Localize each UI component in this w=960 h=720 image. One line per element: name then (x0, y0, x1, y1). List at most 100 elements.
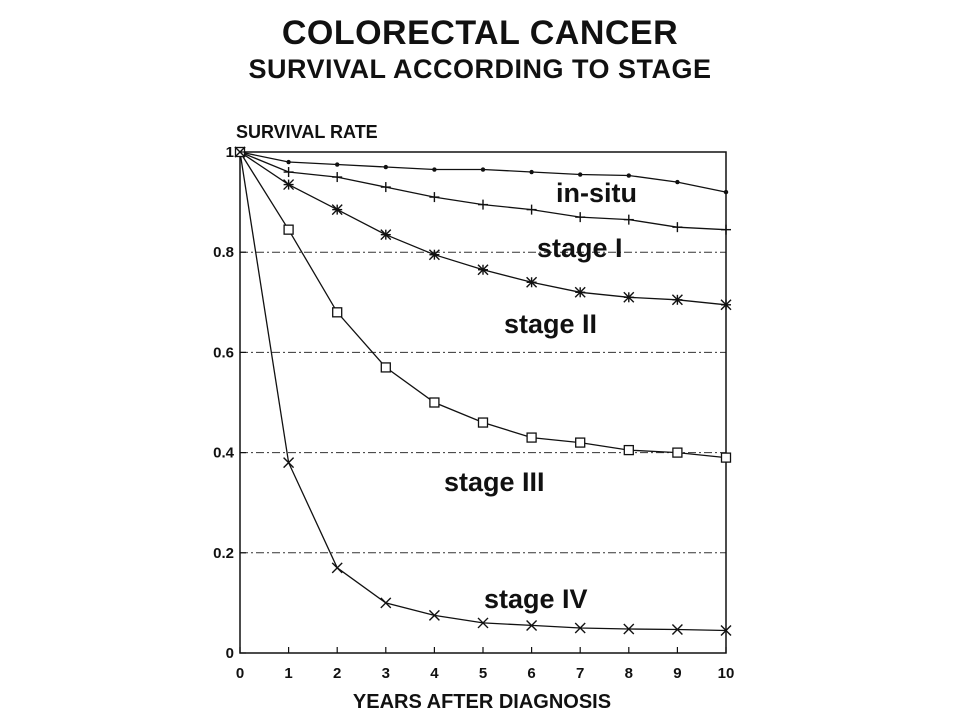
series-label: stage IV (484, 584, 588, 614)
x-tick-label: 1 (284, 665, 292, 682)
data-point (478, 199, 488, 210)
marker-stroke (671, 294, 683, 306)
data-point (623, 291, 635, 303)
y-tick-label: 0.2 (213, 545, 234, 562)
marker-stroke (331, 562, 343, 574)
data-point (529, 169, 534, 175)
data-point (380, 597, 392, 609)
marker-stroke (380, 597, 392, 609)
chart-title: COLORECTAL CANCER (281, 14, 679, 52)
data-point (526, 619, 538, 631)
y-tick-label: 0.6 (213, 344, 234, 361)
series-label: stage II (504, 309, 597, 339)
data-point (380, 229, 392, 241)
data-point (574, 622, 586, 634)
data-point (723, 189, 729, 195)
data-point (672, 222, 683, 233)
data-point (626, 173, 631, 178)
data-point (283, 457, 295, 469)
data-point (623, 623, 635, 635)
data-point (671, 623, 683, 635)
data-point (623, 214, 634, 225)
data-point (720, 624, 732, 636)
marker-stroke (283, 179, 295, 191)
data-point (428, 609, 440, 621)
data-point (429, 192, 440, 203)
data-point (574, 286, 586, 298)
data-point (720, 299, 732, 311)
data-point (526, 204, 537, 215)
x-tick-label: 4 (430, 665, 439, 682)
data-point (286, 159, 291, 165)
data-point (526, 276, 538, 288)
marker-stroke (574, 286, 586, 298)
data-point (671, 294, 683, 306)
marker-stroke (526, 276, 538, 288)
data-point (526, 432, 537, 443)
data-point (429, 397, 440, 408)
data-point (283, 224, 294, 235)
series-label: in-situ (556, 178, 637, 208)
series-label: stage III (444, 467, 545, 497)
marker-stroke (671, 623, 683, 635)
data-point (675, 179, 680, 185)
x-tick-label: 6 (527, 665, 535, 682)
marker-stroke (623, 623, 635, 635)
marker-stroke (380, 229, 392, 241)
data-point (380, 182, 391, 193)
data-point (428, 249, 440, 261)
y-tick-label: 0 (226, 645, 234, 662)
series-line (239, 151, 727, 459)
marker-stroke (283, 457, 295, 469)
marker-stroke (477, 264, 489, 276)
x-tick-label: 5 (479, 665, 487, 682)
marker-stroke (428, 249, 440, 261)
marker-stroke (331, 204, 343, 216)
data-point (480, 167, 486, 172)
series-line (239, 151, 727, 193)
data-point (432, 167, 437, 172)
data-point (331, 204, 343, 216)
data-point (383, 164, 388, 170)
y-tick-label: 0.4 (213, 445, 235, 462)
y-axis-label: SURVIVAL RATE (236, 122, 378, 142)
x-axis-label: YEARS AFTER DIAGNOSIS (353, 691, 611, 713)
chart-subtitle: SURVIVAL ACCORDING TO STAGE (248, 54, 712, 84)
marker-stroke (526, 619, 538, 631)
data-point (477, 617, 489, 629)
marker-stroke (477, 617, 489, 629)
x-tick-label: 0 (236, 665, 244, 682)
data-point (380, 362, 391, 373)
data-point (335, 162, 340, 167)
data-point (332, 172, 343, 183)
marker-stroke (574, 622, 586, 634)
x-tick-label: 2 (333, 665, 341, 682)
data-point (672, 447, 683, 458)
y-tick-label: 1 (226, 144, 234, 161)
data-point (477, 264, 489, 276)
plot-frame (239, 151, 727, 654)
y-tick-label: 0.8 (213, 244, 234, 261)
x-tick-label: 8 (625, 665, 633, 682)
data-point (477, 417, 489, 428)
x-tick-label: 10 (718, 665, 735, 682)
data-point (332, 307, 343, 318)
data-point (331, 562, 343, 574)
x-tick-label: 7 (576, 665, 584, 682)
series-label: stage I (537, 233, 623, 263)
data-point (575, 212, 586, 223)
data-point (578, 172, 583, 177)
data-point (720, 452, 732, 463)
data-point (623, 444, 634, 456)
data-point (283, 167, 294, 178)
marker-stroke (623, 291, 635, 303)
data-point (283, 179, 295, 191)
x-tick-label: 9 (673, 665, 681, 682)
marker-stroke (720, 624, 732, 636)
data-point (575, 437, 586, 448)
marker-stroke (428, 609, 440, 621)
marker-stroke (720, 299, 732, 311)
data-point (721, 224, 731, 235)
x-tick-label: 3 (382, 665, 390, 682)
